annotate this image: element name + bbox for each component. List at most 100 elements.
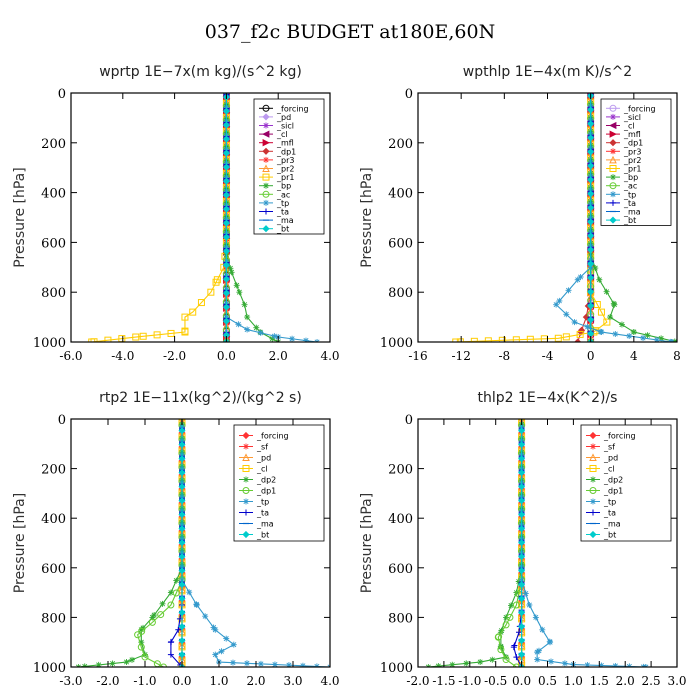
legend-item: _ma: [259, 216, 294, 225]
legend-item: _ta: [239, 509, 269, 518]
legend-item: _bt: [259, 225, 289, 234]
x-tick-label: -0.5: [484, 674, 507, 688]
data-point: [302, 337, 309, 342]
data-point: [178, 469, 186, 477]
legend-label: _pr2: [276, 165, 294, 174]
data-point: [141, 653, 149, 661]
y-axis-label: Pressure [hPa]: [12, 167, 28, 267]
x-tick-label: -2.0: [96, 674, 119, 688]
data-point: [88, 338, 96, 342]
panel-4: thlp2 1E−4x(K^2)/s Pressure [hPa] 0 200 400 6…: [359, 390, 687, 688]
data-point: [554, 334, 562, 342]
legend-label: _sf: [256, 443, 268, 452]
legend-marker: [589, 431, 597, 440]
legend-marker: [590, 509, 596, 516]
legend-item: _sf: [239, 443, 268, 452]
legend-marker: [589, 465, 597, 472]
legend-item: _dp1: [586, 487, 623, 496]
data-point: [470, 337, 478, 342]
data-point: [222, 233, 230, 241]
data-point: [137, 643, 145, 651]
series-pr1: [88, 93, 230, 342]
legend-marker: [262, 113, 270, 121]
legend-item: _bt: [606, 216, 636, 225]
y-tick-label: 200: [41, 463, 66, 478]
data-point: [611, 301, 618, 308]
data-point: [157, 611, 165, 619]
data-point: [230, 641, 237, 648]
data-point: [503, 654, 510, 661]
y-tick-label: 400: [41, 512, 66, 527]
legend-label: _pr3: [623, 147, 641, 156]
legend-label: _dp1: [603, 487, 623, 496]
y-tick-label: 1000: [33, 661, 66, 676]
x-tick-label: 3.0: [667, 674, 686, 688]
data-point: [139, 332, 147, 340]
y-tick-label: 0: [58, 87, 66, 102]
data-point: [222, 289, 230, 297]
data-point: [607, 314, 614, 321]
data-point: [167, 601, 175, 609]
legend-item: _tp: [586, 498, 616, 507]
legend-item: _pd: [259, 113, 291, 122]
data-point: [241, 301, 248, 308]
data-point: [173, 577, 180, 584]
x-tick-label: 0: [587, 349, 595, 363]
data-point: [584, 661, 591, 667]
y-axis-label: Pressure [hPa]: [359, 493, 375, 593]
legend-item: _forcing: [259, 104, 309, 113]
legend-marker: [263, 156, 269, 163]
data-point: [518, 511, 526, 519]
data-point: [178, 497, 186, 505]
legend-label: _tp: [276, 199, 289, 208]
legend-marker: [263, 122, 269, 129]
legend-item: _mfl: [606, 130, 641, 139]
y-tick-label: 1000: [33, 336, 66, 351]
x-tick-label: -1.0: [458, 674, 481, 688]
legend-item: _sicl: [259, 122, 294, 131]
panels: wprtp 1E−7x(m kg)/(s^2 kg) Pressure [hPa]…: [12, 64, 687, 688]
data-point: [197, 299, 205, 307]
data-point: [463, 660, 470, 667]
data-point: [123, 659, 130, 666]
y-tick-label: 0: [405, 413, 413, 428]
data-point: [502, 621, 510, 629]
panel-title: wpthlp 1E−4x(m K)/s^2: [463, 64, 632, 80]
legend: _forcing_pd_sicl_cl_mfl_dp1_pr3_pr2_pr1_…: [253, 98, 325, 235]
legend-label: _pr3: [276, 156, 294, 165]
x-tick-label: 2.5: [642, 674, 661, 688]
panel-3: rtp2 1E−11x(kg^2)/(kg^2 s) Pressure [hPa]…: [12, 390, 340, 688]
legend-marker: [609, 121, 617, 130]
legend-label: _ma: [623, 208, 641, 217]
data-point: [587, 162, 595, 170]
data-point: [160, 663, 167, 667]
y-axis-label: Pressure [hPa]: [359, 167, 375, 267]
data-point: [498, 627, 505, 634]
data-point: [244, 314, 251, 321]
legend-label: _forcing: [276, 104, 309, 113]
legend-marker: [243, 498, 249, 505]
data-point: [271, 333, 278, 340]
legend-label: _dp2: [256, 476, 276, 485]
legend-item: _ta: [586, 509, 616, 518]
data-point: [518, 483, 526, 491]
legend-marker: [242, 530, 250, 539]
data-point: [452, 338, 460, 342]
data-point: [603, 318, 611, 326]
legend-marker: [262, 139, 270, 147]
data-point: [138, 639, 145, 646]
data-point: [181, 313, 189, 321]
data-point: [218, 648, 225, 655]
data-point: [534, 656, 541, 663]
legend-marker: [609, 139, 617, 147]
y-tick-label: 600: [388, 236, 413, 251]
x-tick-label: -6.0: [59, 349, 82, 363]
y-tick-label: 200: [388, 463, 413, 478]
data-point: [574, 338, 582, 342]
data-point: [178, 455, 186, 463]
data-point: [630, 329, 637, 336]
y-tick-label: 1000: [380, 336, 413, 351]
legend-marker: [610, 174, 616, 181]
series-line: [78, 419, 183, 667]
legend-marker: [242, 487, 250, 494]
